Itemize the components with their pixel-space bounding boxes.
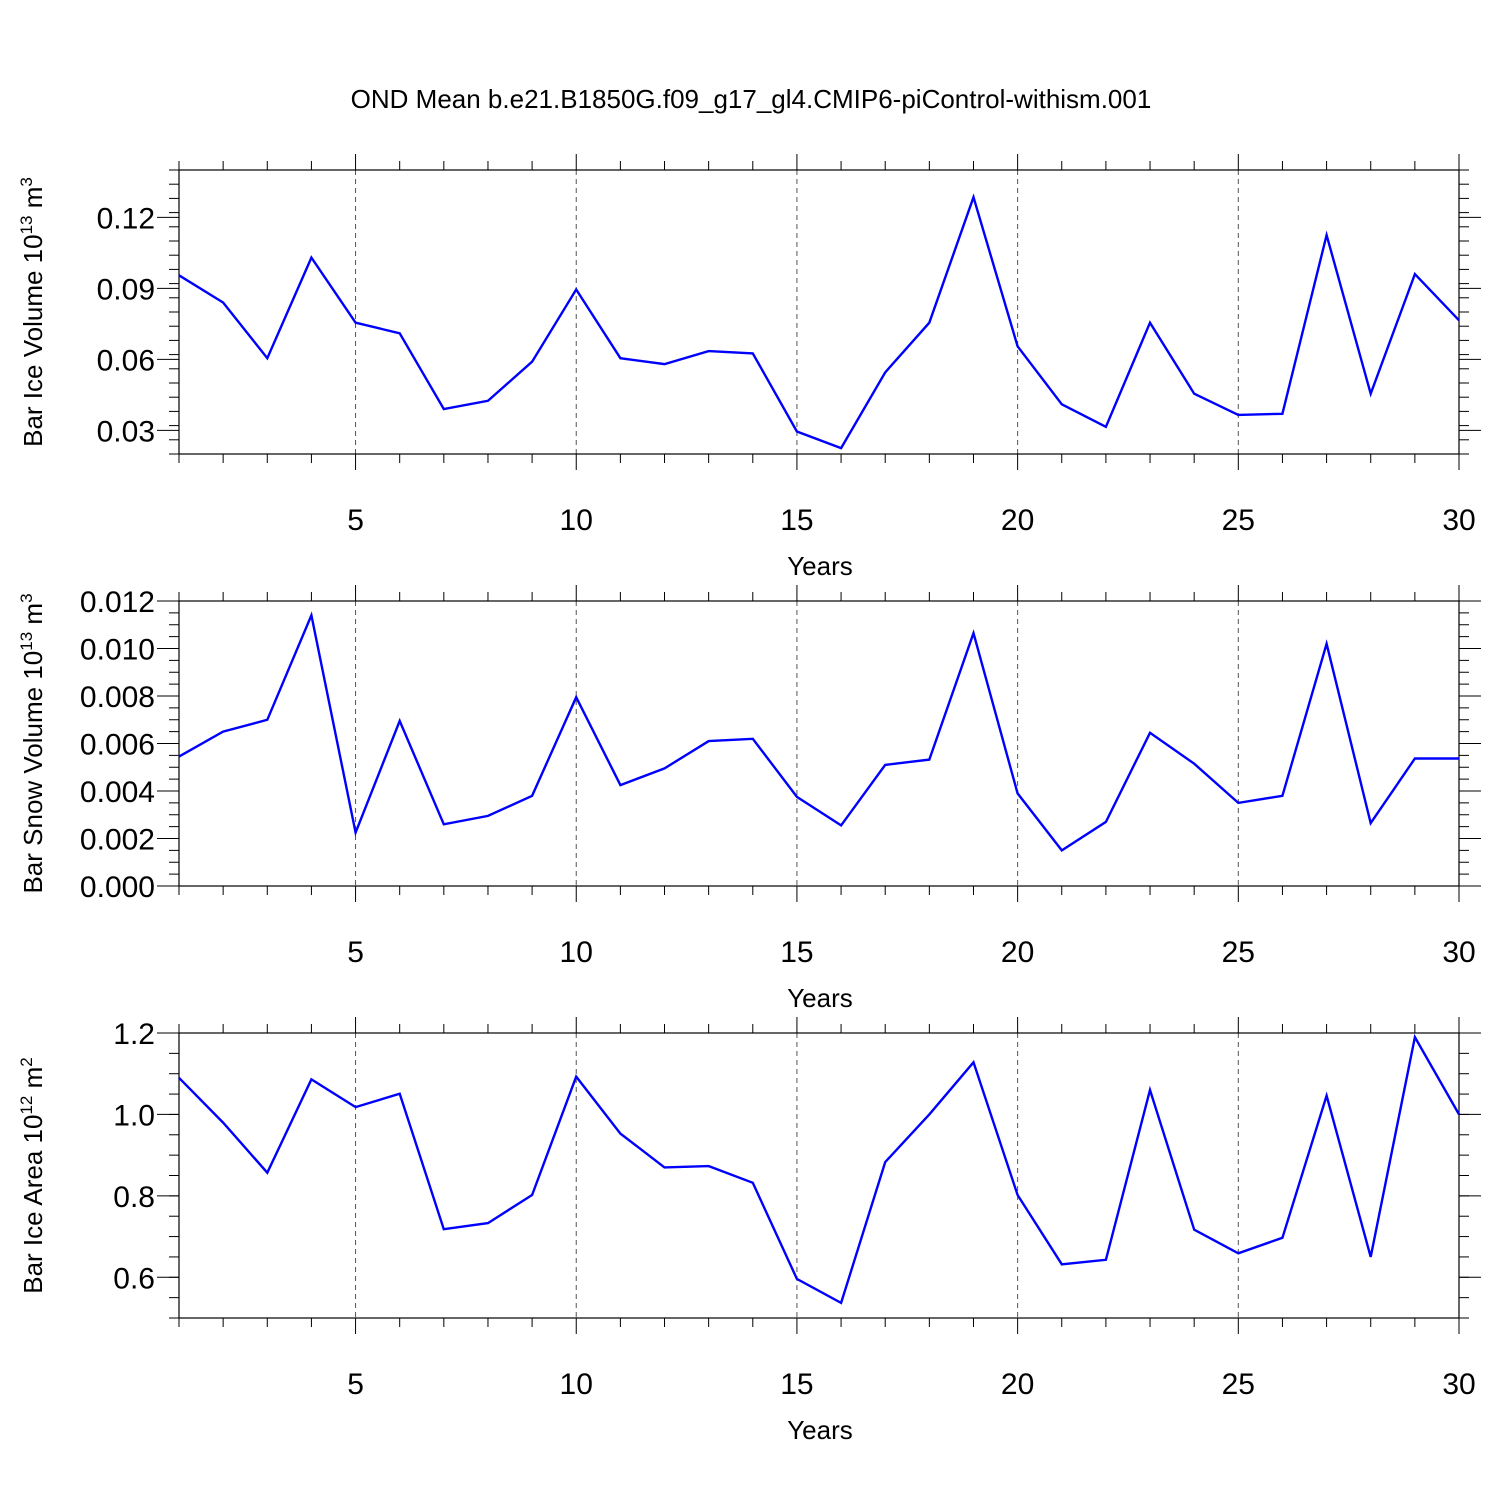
y-axis-title-unit-exponent: 3 <box>17 177 36 186</box>
y-tick-label: 1.0 <box>113 1099 155 1132</box>
y-tick-label: 0.09 <box>97 273 155 306</box>
x-tick-label: 15 <box>780 1368 813 1401</box>
y-tick-label: 0.12 <box>97 202 155 235</box>
x-tick-label: 20 <box>1001 936 1034 969</box>
y-tick-label: 0.002 <box>80 824 155 857</box>
plot-frame <box>178 1032 1460 1319</box>
y-tick-label: 1.2 <box>113 1018 155 1051</box>
x-tick-label: 15 <box>780 936 813 969</box>
x-tick-label: 10 <box>560 936 593 969</box>
y-tick-label: 0.6 <box>113 1262 155 1295</box>
x-tick-label: 25 <box>1222 936 1255 969</box>
y-axis-title: Bar Ice Area 1012 m2 <box>17 1057 48 1294</box>
chart-panel-3: 0.6 0.8 1.0 1.2 5 10 15 20 25 30 Years Bar Ice Area… <box>17 1017 1481 1445</box>
y-axis-title-unit: m <box>18 187 48 216</box>
plot-frame <box>178 169 1460 455</box>
y-axis-title: Bar Snow Volume 1013 m3 <box>17 593 48 893</box>
y-axis-title-unit-exponent: 2 <box>17 1057 36 1066</box>
plot-frame <box>178 600 1460 887</box>
y-tick-label: 0.06 <box>97 344 155 377</box>
x-tick-label: 5 <box>347 1368 364 1401</box>
x-tick-label: 30 <box>1442 936 1475 969</box>
y-axis-title: Bar Ice Volume 1013 m3 <box>17 177 48 447</box>
x-tick-label: 20 <box>1001 1368 1034 1401</box>
x-tick-label: 20 <box>1001 504 1034 537</box>
x-tick-label: 30 <box>1442 504 1475 537</box>
y-axis-title-unit-exponent: 3 <box>17 593 36 602</box>
y-axis-title-unit: m <box>18 603 48 632</box>
x-axis-title: Years <box>787 551 853 581</box>
y-tick-label: 0.008 <box>80 681 155 714</box>
x-tick-label: 30 <box>1442 1368 1475 1401</box>
y-tick-label: 0.004 <box>80 776 155 809</box>
y-axis-title-exponent: 12 <box>17 1096 36 1115</box>
chart-panel-2: 0.000 0.002 0.004 0.006 0.008 0.010 0.012 5 10 15… <box>17 585 1481 1013</box>
y-tick-label: 0.8 <box>113 1181 155 1214</box>
y-axis-title-text: Bar Ice Volume 10 <box>18 234 48 446</box>
y-axis-title-text: Bar Ice Area 10 <box>18 1115 48 1294</box>
y-axis-title-unit: m <box>18 1067 48 1096</box>
x-tick-label: 25 <box>1222 1368 1255 1401</box>
x-axis-title: Years <box>787 1415 853 1445</box>
x-tick-label: 5 <box>347 936 364 969</box>
chart-panel-1: 0.03 0.06 0.09 0.12 5 10 15 20 25 30 Years Bar Ice … <box>17 154 1481 581</box>
y-axis-title-exponent: 13 <box>17 632 36 651</box>
series-line <box>178 1033 1461 1305</box>
series-line <box>178 611 1459 853</box>
x-tick-label: 25 <box>1222 504 1255 537</box>
y-tick-label: 0.006 <box>80 729 155 762</box>
chart-title: OND Mean b.e21.B1850G.f09_g17_gl4.CMIP6-… <box>351 84 1152 114</box>
x-tick-label: 15 <box>780 504 813 537</box>
y-axis-title-exponent: 13 <box>17 215 36 234</box>
x-axis-title: Years <box>787 983 853 1013</box>
series-line <box>178 193 1460 450</box>
y-tick-label: 0.03 <box>97 415 155 448</box>
x-tick-label: 10 <box>560 504 593 537</box>
y-tick-label: 0.012 <box>80 586 155 619</box>
x-tick-label: 5 <box>347 504 364 537</box>
x-tick-label: 10 <box>560 1368 593 1401</box>
y-tick-label: 0.000 <box>80 871 155 904</box>
y-tick-label: 0.010 <box>80 634 155 667</box>
y-axis-title-text: Bar Snow Volume 10 <box>18 651 48 894</box>
